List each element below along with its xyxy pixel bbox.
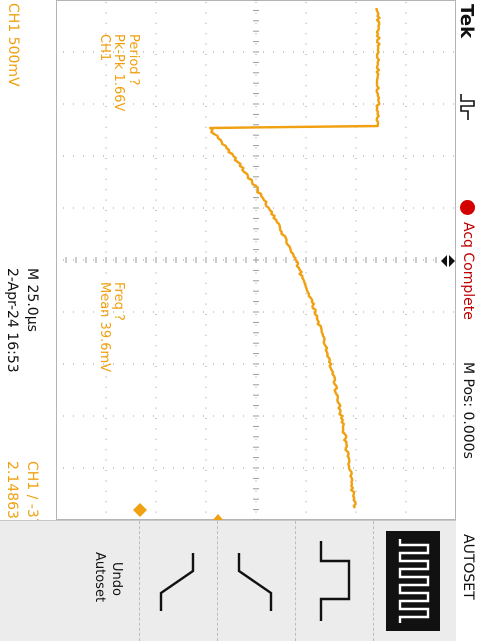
horizontal-position: M Pos: 0.000s	[460, 362, 476, 459]
graticule-grid	[63, 0, 456, 520]
acquisition-status: Acq Complete	[460, 222, 476, 320]
rising-edge-icon	[237, 553, 273, 611]
record-dot-icon	[460, 200, 475, 215]
date-time-readout: 2-Apr-24 16:53	[4, 268, 20, 373]
trigger-status-icon	[460, 94, 475, 120]
trigger-position-marker-icon	[441, 255, 455, 267]
autoset-single-cycle-button[interactable]	[296, 521, 374, 641]
measurement-period: Period ?	[126, 34, 141, 86]
multi-cycle-square-wave-icon	[386, 531, 440, 631]
autoset-multi-cycle-button[interactable]	[374, 521, 452, 641]
measurement-frequency: Freq ?	[111, 282, 126, 321]
measurement-pk-pk: Pk-Pk 1.66V	[111, 34, 126, 112]
undo-autoset-label-line2: Autoset	[92, 552, 107, 603]
measurement-mean: Mean 39.6mV	[97, 282, 112, 373]
autoset-rising-edge-button[interactable]	[218, 521, 296, 641]
ch1-waveform-trace	[209, 7, 381, 509]
timebase-readout: M 25.0µs	[24, 268, 40, 332]
waveform-display	[56, 0, 456, 520]
falling-edge-icon	[159, 553, 195, 611]
autoset-side-menu	[0, 520, 456, 641]
trigger-level-marker-icon	[133, 503, 147, 517]
single-cycle-square-wave-icon	[319, 541, 351, 621]
brand-logo: Tek	[456, 4, 477, 39]
channel-scale-readout: CH1 500mV	[5, 3, 21, 87]
autoset-falling-edge-button[interactable]	[140, 521, 218, 641]
undo-autoset-label-line1: Undo	[109, 562, 124, 596]
autoset-menu-title: AUTOSET	[460, 534, 476, 600]
measurement-channel: CH1	[97, 34, 112, 62]
